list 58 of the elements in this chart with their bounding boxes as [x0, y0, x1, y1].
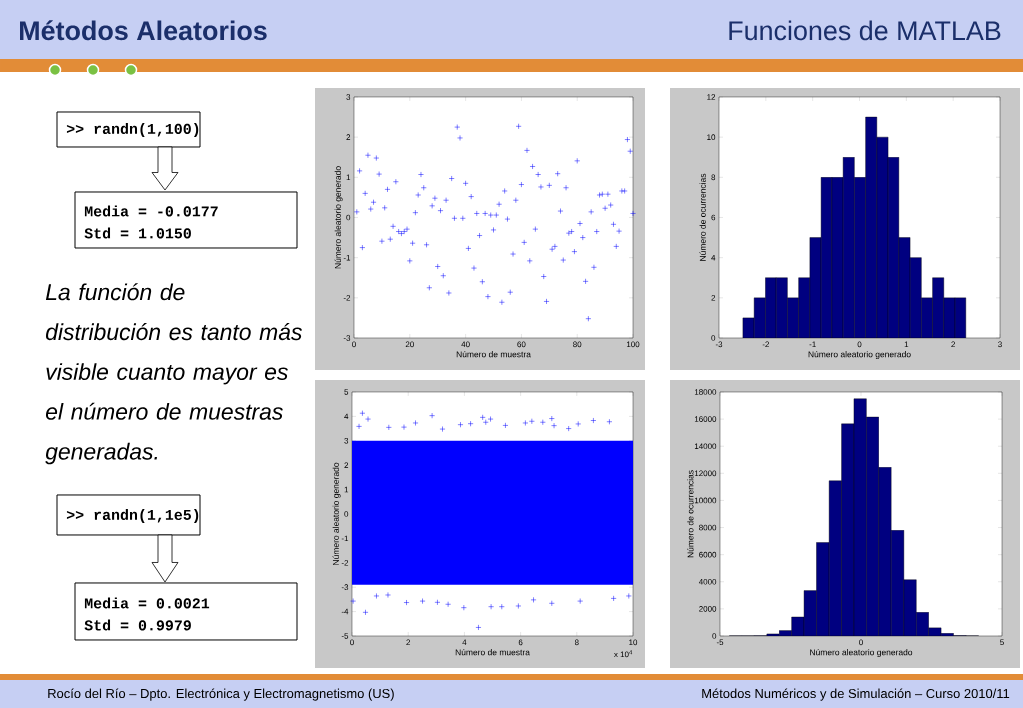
point [373, 593, 380, 599]
point [401, 424, 407, 430]
point [625, 593, 632, 599]
point [412, 420, 419, 426]
point [522, 420, 529, 426]
text: Rocío del Río – Dpto. Electrónica y Electromagnetismo (US) [48, 688, 394, 701]
point [551, 422, 557, 429]
point [548, 600, 555, 607]
text: Funciones de MATLAB [729, 20, 1001, 41]
point [539, 419, 546, 426]
point [461, 604, 467, 611]
text: Std = 0.9979 [84, 619, 191, 631]
text: >> randn(1,1e5) [66, 509, 199, 523]
point [365, 416, 371, 422]
point [529, 418, 535, 425]
point [467, 420, 474, 427]
point [548, 415, 555, 422]
point [590, 417, 597, 424]
point [565, 425, 572, 432]
y-axis-title: Número aleatorio generado [334, 166, 343, 269]
point [498, 603, 505, 610]
text: Métodos Numéricos y de Simulación – Curso 2010/11 [702, 688, 1010, 701]
x-axis-title: Número aleatorio generado [808, 350, 911, 359]
point [403, 599, 410, 606]
point [487, 416, 494, 422]
point [488, 603, 494, 610]
point [385, 592, 391, 598]
y-axis-title: Número aleatorio generado [332, 462, 341, 565]
x-axis-title: Número de muestra [455, 648, 530, 656]
point [429, 412, 435, 419]
text: Std = 1.0150 [84, 227, 191, 239]
point [475, 624, 482, 631]
point [359, 410, 366, 417]
point [445, 601, 451, 608]
text: Media = 0.0021 [84, 597, 210, 609]
text: Métodos Aleatorios [20, 20, 267, 41]
point [385, 424, 392, 431]
point [610, 595, 617, 602]
point [502, 422, 509, 429]
point [350, 598, 356, 604]
x-axis-title: Número de muestra [456, 350, 531, 358]
text: >> randn(1,100) [66, 123, 199, 137]
point [362, 609, 369, 616]
x-axis-title: Número aleatorio generado [810, 648, 913, 657]
point [439, 426, 446, 432]
point [577, 598, 584, 604]
point [606, 418, 613, 425]
point [530, 597, 537, 603]
point [419, 598, 426, 604]
point [457, 421, 464, 428]
y-axis-title: Número de ocurrencias [687, 470, 694, 558]
point [356, 423, 362, 430]
text: Media = -0.0177 [84, 205, 218, 217]
y-axis-title: Número de ocurrencias [699, 173, 706, 261]
point [434, 599, 441, 606]
point [575, 421, 582, 427]
text: La función de distribución es tanto más visible cuanto mayor es el número de muestras generadas. [45, 283, 302, 465]
point [515, 603, 522, 609]
